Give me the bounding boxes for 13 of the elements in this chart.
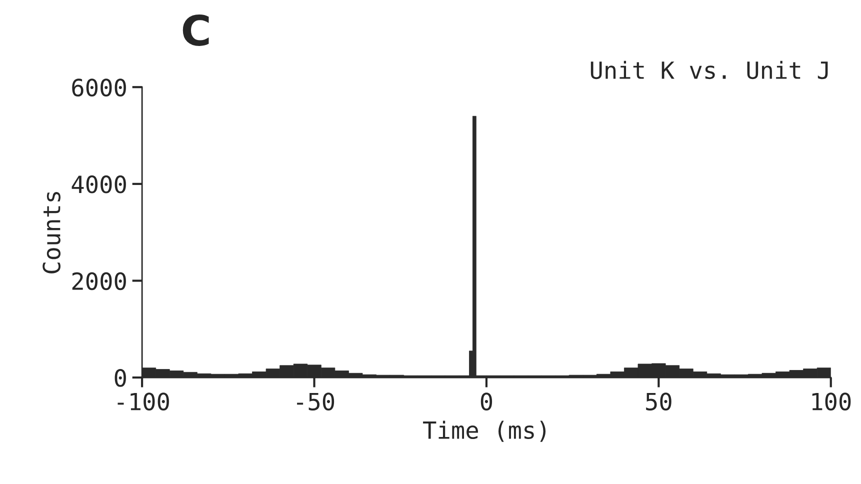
x-tick-label: 100 <box>812 392 851 411</box>
x-tick-label: 50 <box>646 392 672 411</box>
y-axis-title: Counts <box>42 192 60 274</box>
y-tick-label: 0 <box>114 369 126 387</box>
y-tick-label: 4000 <box>72 175 126 194</box>
x-tick-label: -100 <box>118 392 169 411</box>
x-tick-label: 0 <box>480 392 492 411</box>
x-tick-label: -50 <box>297 392 334 411</box>
y-tick-label: 6000 <box>72 78 126 96</box>
text: C <box>182 14 209 46</box>
chart-title: Unit K vs. Unit J <box>590 60 828 80</box>
x-axis-title: Time (ms) <box>423 420 546 442</box>
y-tick-label: 2000 <box>72 272 126 290</box>
